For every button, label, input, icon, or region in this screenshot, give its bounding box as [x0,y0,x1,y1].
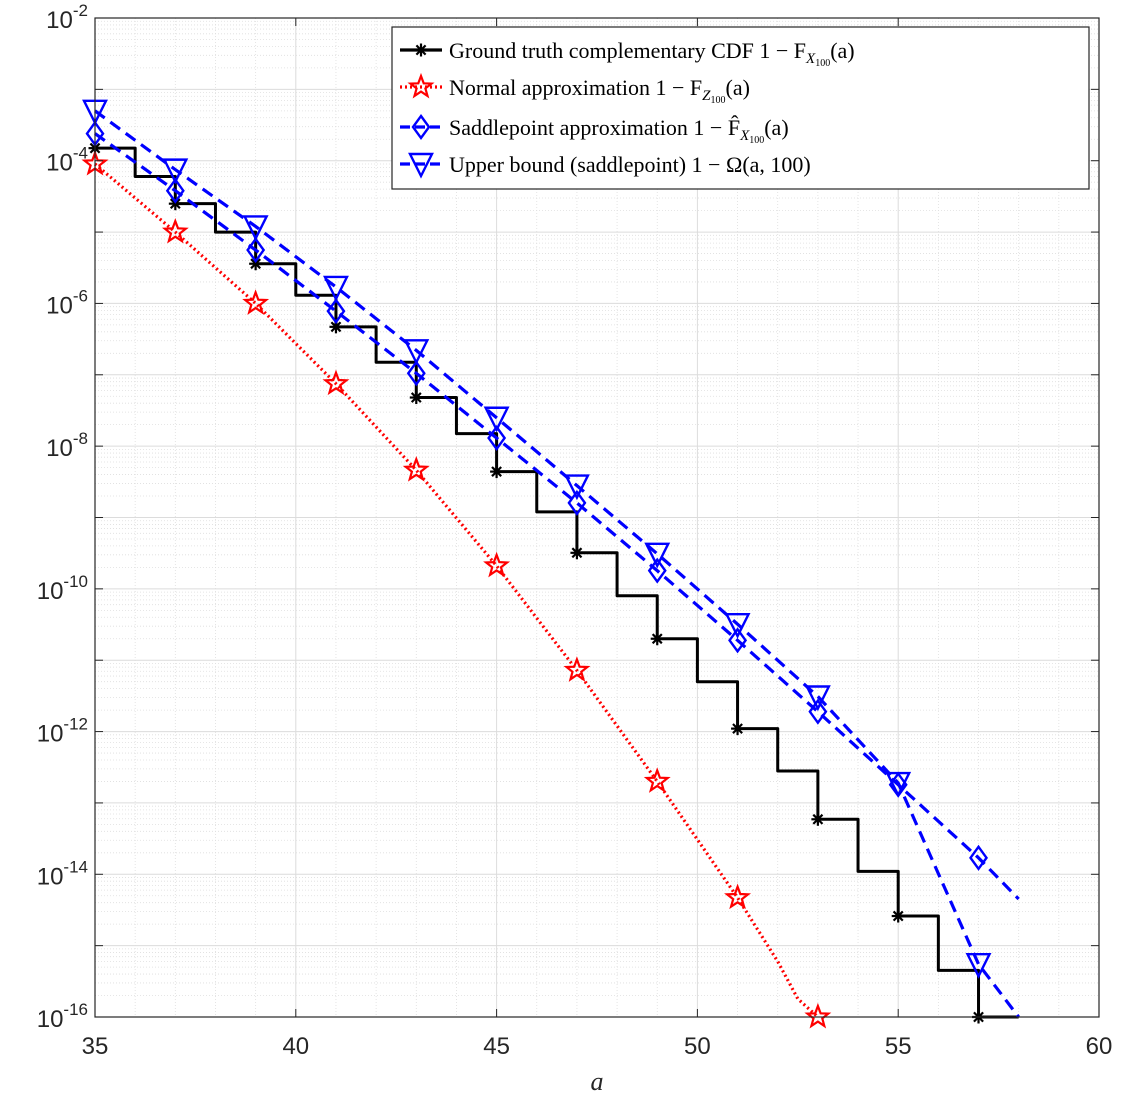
y-tick-label: 10-12 [37,715,88,748]
asterisk-mark-stroke [410,392,422,403]
triangle-down-mark [563,474,590,501]
series-line [94,109,1020,1018]
diamond-mark [326,298,346,325]
asterisk-mark-stroke [732,723,743,734]
series-pentagram [81,149,832,1029]
pentagram-mark [643,767,671,793]
diamond-mark [487,424,507,452]
legend-label: Saddlepoint approximation 1 − F̂X100(a) [449,115,789,146]
x-axis-label: a [591,1067,604,1096]
triangle-down-mark [965,952,992,979]
diamond-mark [647,557,667,584]
asterisk-mark-stroke [415,44,427,56]
diamond-mark [808,698,828,725]
legend-entry: Normal approximation 1 − FZ100(a) [400,72,750,106]
pentagram-mark [402,456,430,482]
pentagram-mark [724,883,752,910]
diamond-mark [411,113,431,141]
y-tick-label: 10-4 [46,144,88,177]
asterisk-mark-stroke [571,547,583,559]
y-tick-label: 10-8 [46,429,88,462]
x-tick-label: 45 [483,1033,510,1060]
asterisk-mark-stroke [812,813,824,825]
triangle-down-mark [804,685,831,712]
x-tick-label: 35 [82,1033,109,1060]
asterisk-mark-stroke [491,466,502,477]
pentagram-mark [804,1002,832,1029]
triangle-down-mark [885,771,912,798]
legend-label: Upper bound (saddlepoint) 1 − Ω(a, 100) [449,152,811,177]
x-tick-label: 60 [1086,1033,1113,1060]
series-layer [81,99,1020,1029]
y-tick-label: 10-10 [37,572,88,605]
triangle-down-mark [724,612,751,639]
axis-ticks [94,17,1100,1018]
x-tick-labels: 35 40 45 50 55 60 [82,1033,1113,1060]
y-tick-label: 10-2 [46,1,88,34]
asterisk-mark-stroke [651,633,663,645]
y-tick-label: 10-16 [37,1000,88,1033]
series-line [95,146,1019,1019]
legend-box [391,26,1090,190]
series-markers [82,99,992,979]
pentagram-mark [563,656,591,682]
pentagram-mark [407,72,435,99]
pentagram-mark [483,551,511,578]
asterisk-mark-stroke [892,910,904,922]
asterisk-mark-stroke [250,258,262,270]
triangle-down-mark [242,215,269,242]
triangle-down-mark [644,542,671,569]
series-markers [81,149,832,1029]
series-markers [85,120,989,871]
pentagram-mark [322,369,350,396]
pentagram-mark [161,217,189,244]
legend-label: Ground truth complementary CDF 1 − FX100… [449,38,855,69]
triangle-down-mark [403,339,430,366]
diamond-mark [246,236,266,264]
pentagram-mark [242,289,270,315]
series-asterisk [88,141,1019,1024]
triangle-down-mark [483,406,510,433]
diamond-mark [567,489,587,516]
series-line [93,162,819,1019]
y-tick-label: 10-14 [37,857,88,890]
x-tick-label: 40 [282,1033,309,1060]
asterisk-mark-stroke [330,321,342,333]
legend-entry: Upper bound (saddlepoint) 1 − Ω(a, 100) [400,152,811,179]
x-tick-label: 50 [684,1033,711,1060]
x-tick-label: 55 [885,1033,912,1060]
triangle-down-mark [408,152,434,179]
y-tick-labels: 10-2 10-4 10-6 10-8 10-10 10-12 10-14 10-16 [37,1,88,1033]
series-triangle-down [82,99,1020,1018]
triangle-down-mark [323,275,349,302]
legend-label: Normal approximation 1 − FZ100(a) [449,75,750,106]
legend-entry: Ground truth complementary CDF 1 − FX100… [400,38,855,69]
diamond-mark [728,627,748,654]
triangle-down-mark [162,158,189,185]
diamond-mark [165,177,185,204]
legend-entry: Saddlepoint approximation 1 − F̂X100(a) [400,113,789,146]
series-markers [88,141,986,1024]
legend: Ground truth complementary CDF 1 − FX100… [391,26,1090,190]
diamond-mark [406,360,426,387]
diamond-mark [969,844,989,871]
y-tick-label: 10-6 [46,286,88,319]
